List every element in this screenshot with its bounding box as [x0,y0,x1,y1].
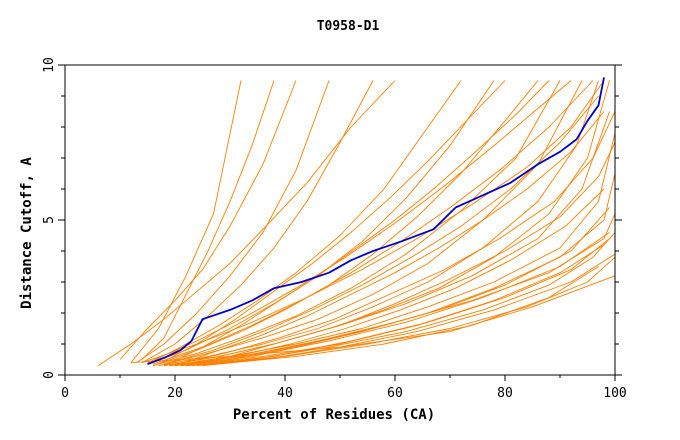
series-line-35 [163,80,550,367]
y-tick-label-5: 5 [42,216,57,224]
series-line-9 [152,80,539,367]
series-line-23 [191,238,610,367]
series-line-29 [152,80,594,365]
series-line-1 [130,80,242,363]
x-tick-label-40: 40 [277,386,293,401]
y-tick-label-0: 0 [42,371,57,379]
series-line-3 [119,80,297,360]
series-line-18 [174,213,616,367]
x-tick-label-60: 60 [387,386,403,401]
series-line-13 [163,80,610,367]
series-line-31 [169,111,616,367]
series-line-20 [180,232,616,367]
series-line-19 [180,232,610,367]
y-axis-label: Distance Cutoff, A [19,157,35,309]
series-line-36 [174,111,605,367]
series-line-5 [141,80,374,363]
x-tick-label-20: 20 [167,386,183,401]
series-layer [97,77,616,367]
series-line-33 [180,188,605,367]
series-line-32 [174,142,616,367]
chart-title: T0958-D1 [317,19,380,34]
x-axis-label: Percent of Residues (CA) [233,407,435,423]
x-tick-label-0: 0 [61,386,69,401]
series-line-6 [97,80,396,367]
x-tick-label-80: 80 [497,386,513,401]
ticks-layer: 0 20 40 60 80 100 0 5 10 [42,57,627,401]
series-line-26 [130,275,616,364]
series-line-34 [158,80,506,365]
series-line-2 [141,80,275,360]
series-line-27 [141,80,605,364]
series-line-highlight [147,77,605,365]
series-line-10 [152,80,561,367]
y-tick-label-10: 10 [42,57,57,73]
series-line-14 [163,111,610,367]
series-line-4 [136,80,330,363]
series-line-11 [158,80,583,367]
series-line-24 [196,256,616,367]
x-tick-label-100: 100 [603,386,626,401]
series-line-7 [147,80,462,365]
